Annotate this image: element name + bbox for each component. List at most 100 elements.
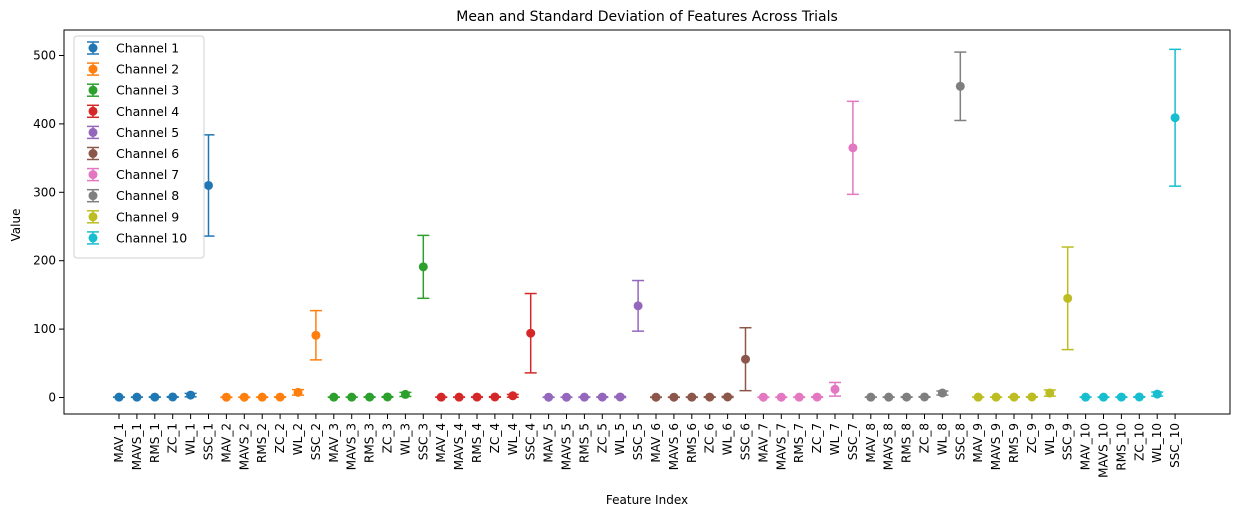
legend-label: Channel 5: [116, 125, 179, 140]
data-point: [239, 392, 249, 402]
series-5: [542, 279, 645, 402]
legend-entry: Channel 3: [87, 83, 179, 98]
y-tick-label: 300: [33, 185, 56, 199]
x-tick-label: ZC_3: [381, 423, 395, 453]
x-tick-label: WL_8: [935, 423, 949, 455]
legend-marker: [88, 43, 98, 53]
data-point: [1099, 392, 1108, 402]
data-point: [794, 392, 804, 402]
x-tick-label: ZC_9: [1025, 423, 1039, 453]
data-point: [1081, 392, 1091, 402]
data-point: [526, 328, 536, 338]
data-point: [633, 301, 643, 311]
x-tick-label: ZC_5: [595, 423, 609, 453]
legend-box: [73, 35, 205, 259]
series-10: [1079, 48, 1182, 402]
series-6: [650, 326, 752, 402]
data-point: [1134, 392, 1144, 402]
data-point: [544, 392, 554, 402]
data-point: [132, 392, 142, 402]
series-9: [972, 246, 1074, 402]
legend-entry: Channel 10: [87, 230, 187, 245]
x-tick-label: ZC_4: [488, 423, 502, 453]
legend-entry: Channel 4: [87, 104, 179, 119]
data-point: [454, 392, 464, 402]
data-point: [221, 392, 231, 402]
x-tick-label: SSC_3: [416, 423, 430, 460]
x-tick-label: MAV_4: [434, 423, 448, 463]
legend-entry: Channel 1: [87, 41, 179, 56]
data-point: [508, 391, 518, 401]
series-3: [327, 234, 430, 402]
x-tick-label: ZC_6: [703, 423, 717, 453]
axes-frame: [63, 29, 1231, 415]
data-point: [705, 392, 715, 402]
x-tick-label: WL_5: [613, 423, 627, 455]
x-tick-label: MAVS_7: [774, 423, 788, 470]
data-point: [150, 392, 160, 402]
x-tick-label: RMS_8: [900, 423, 914, 463]
x-tick-label: RMS_9: [1007, 423, 1021, 463]
series-7: [757, 100, 859, 402]
x-tick-label: ZC_8: [918, 423, 932, 453]
x-tick-label: SSC_6: [739, 423, 753, 460]
data-point: [114, 392, 124, 402]
data-point: [400, 389, 410, 399]
x-tick-label: MAVS_9: [989, 423, 1003, 470]
legend-entry: Channel 9: [87, 209, 179, 224]
data-point: [597, 392, 607, 402]
x-tick-label: MAV_10: [1079, 423, 1093, 470]
data-point: [275, 392, 285, 402]
y-tick-label: 500: [33, 49, 56, 63]
data-point: [758, 392, 768, 402]
legend-label: Channel 2: [116, 62, 179, 77]
data-point: [1027, 392, 1037, 402]
x-tick-label: RMS_6: [685, 423, 699, 463]
axes: 0 100 200 300 400 500 MAV_1 MAVS_1 RMS_1 ZC_1 WL_1…: [33, 29, 1231, 478]
x-tick-label: SSC_1: [202, 423, 216, 460]
x-tick-label: SSC_2: [309, 423, 323, 460]
legend-label: Channel 7: [116, 167, 179, 182]
legend-label: Channel 6: [116, 146, 179, 161]
x-tick-label: MAVS_10: [1097, 423, 1111, 478]
data-point: [472, 392, 482, 402]
legend-marker: [88, 106, 98, 116]
data-point: [866, 392, 876, 402]
data-point: [186, 390, 196, 400]
data-point: [490, 392, 500, 402]
x-tick-label: MAV_3: [327, 423, 341, 463]
x-tick-label: MAV_9: [971, 423, 985, 463]
x-tick-label: ZC_1: [166, 423, 180, 453]
data-point: [669, 392, 679, 402]
x-tick-label: SSC_5: [631, 423, 645, 460]
legend-marker: [88, 191, 98, 201]
legend-entry: Channel 6: [87, 146, 179, 161]
x-tick-label: MAV_6: [649, 423, 663, 463]
x-tick-label: MAV_5: [542, 423, 556, 463]
x-tick-label: MAV_7: [756, 423, 770, 463]
x-tick-label: MAV_1: [112, 423, 126, 463]
x-tick-label: MAVS_8: [882, 423, 896, 470]
x-tick-label: MAVS_3: [345, 423, 359, 470]
data-point: [293, 387, 303, 397]
x-tick-label: ZC_2: [273, 423, 287, 453]
x-tick-label: WL_7: [828, 423, 842, 455]
data-point: [973, 392, 983, 402]
legend-label: Channel 3: [116, 83, 179, 98]
data-point: [920, 392, 929, 402]
data-point: [579, 392, 589, 402]
data-point: [311, 330, 321, 340]
data-point: [365, 392, 375, 402]
data-point: [651, 392, 661, 402]
legend-label: Channel 8: [116, 188, 179, 203]
x-tick-label: MAVS_1: [130, 423, 144, 470]
series-2: [220, 309, 322, 402]
y-tick-label: 100: [33, 322, 56, 336]
legend-marker: [88, 233, 98, 243]
data-point: [347, 392, 357, 402]
legend-label: Channel 10: [116, 230, 187, 245]
legend-label: Channel 1: [116, 41, 179, 56]
data-point: [329, 392, 339, 402]
